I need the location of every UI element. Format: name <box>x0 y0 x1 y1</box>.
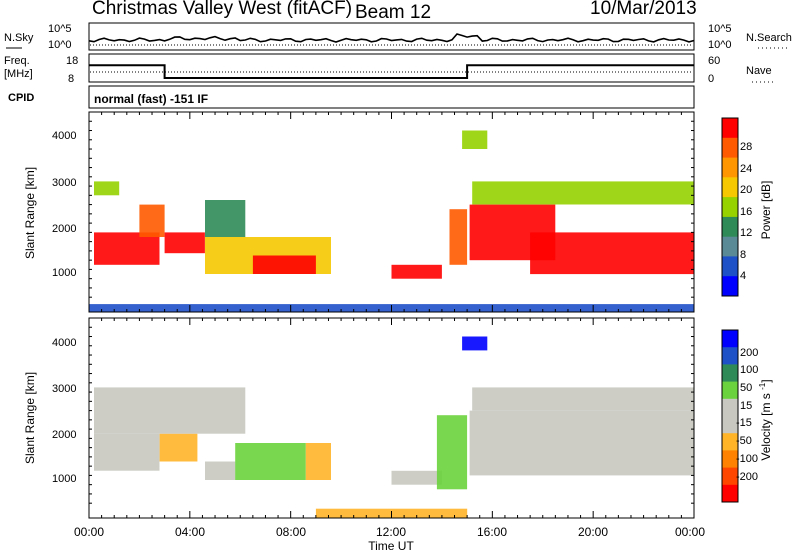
power-ytick-4000: 4000 <box>52 130 76 142</box>
velocity-cbar-tick-m200: -200 <box>736 471 758 483</box>
velocity-cbar-label: Velocity [m s -1] <box>758 379 773 460</box>
power-region-11 <box>530 232 694 274</box>
power-region-0 <box>94 232 160 264</box>
velocity-cbar-swatch-3 <box>722 382 738 400</box>
power-ytick-1000: 1000 <box>52 267 76 279</box>
power-region-6 <box>253 256 316 275</box>
xtick-00-end: 00:00 <box>675 525 705 539</box>
velocity-region-8 <box>462 337 487 351</box>
power-cbar-swatch-8 <box>722 276 738 296</box>
velocity-cbar-swatch-0 <box>722 330 738 348</box>
velocity-region-6 <box>392 471 442 485</box>
power-cbar-swatch-3 <box>722 177 738 197</box>
radar-summary-figure: Christmas Valley West (fitACF) Beam 12 1… <box>0 0 800 554</box>
velocity-cbar-swatch-1 <box>722 347 738 365</box>
power-region-12 <box>472 181 694 204</box>
nsky-trace <box>89 34 694 42</box>
beam-title: Beam 12 <box>355 2 431 23</box>
velocity-region-4 <box>235 443 306 480</box>
nsearch-label: N.Search <box>746 32 792 44</box>
velocity-ytick-1000: 1000 <box>52 473 76 485</box>
power-region-9 <box>462 131 487 150</box>
power-ytick-2000: 2000 <box>52 223 76 235</box>
velocity-ylabel: Slant Range [km] <box>23 372 37 464</box>
power-cbar-swatch-0 <box>722 118 738 138</box>
velocity-cbar-swatch-2 <box>722 364 738 382</box>
power-cbar-swatch-1 <box>722 138 738 158</box>
power-region-3 <box>205 200 245 237</box>
power-cbar-tick-4: 4 <box>740 270 746 282</box>
freq-units: [MHz] <box>4 68 33 80</box>
power-cbar-swatch-2 <box>722 158 738 178</box>
power-cbar-swatch-4 <box>722 197 738 217</box>
power-ytick-3000: 3000 <box>52 177 76 189</box>
velocity-cbar-swatch-4 <box>722 399 738 417</box>
velocity-data-layer <box>94 337 694 519</box>
power-colorbar <box>722 118 738 297</box>
power-axis-ticks <box>89 112 694 312</box>
power-region-2 <box>165 232 205 253</box>
cpid-text: normal (fast) -151 IF <box>94 92 208 106</box>
nsearch-tick-bottom: 10^0 <box>708 39 732 51</box>
power-ylabel: Slant Range [km] <box>23 167 37 259</box>
velocity-ytick-4000: 4000 <box>52 337 76 349</box>
xtick-20: 20:00 <box>578 525 608 539</box>
velocity-region-5 <box>306 443 331 480</box>
power-cbar-tick-12: 12 <box>740 227 752 239</box>
power-cbar-swatch-7 <box>722 256 738 276</box>
power-cbar-swatch-5 <box>722 217 738 237</box>
power-region-1 <box>139 205 164 237</box>
power-region-7 <box>392 265 442 279</box>
xtick-00-start: 00:00 <box>74 525 104 539</box>
station-title: Christmas Valley West (fitACF) <box>92 0 352 19</box>
nave-label: Nave <box>746 65 772 77</box>
x-axis-label: Time UT <box>368 539 414 553</box>
xtick-08: 08:00 <box>276 525 306 539</box>
velocity-ytick-2000: 2000 <box>52 429 76 441</box>
velocity-cbar-tick-m15: -15 <box>736 417 752 429</box>
velocity-region-7 <box>437 415 467 489</box>
xtick-16: 16:00 <box>477 525 507 539</box>
xtick-12: 12:00 <box>376 525 406 539</box>
nave-tick-top: 60 <box>708 55 720 67</box>
velocity-region-10 <box>472 387 694 410</box>
velocity-region-9 <box>470 411 694 476</box>
nsky-tick-bottom: 10^0 <box>48 39 72 51</box>
power-region-4 <box>94 181 119 195</box>
velocity-region-2 <box>94 387 245 433</box>
velocity-cbar-tick-100: 100 <box>740 364 758 376</box>
power-cbar-tick-24: 24 <box>740 163 752 175</box>
velocity-cbar-tick-15: 15 <box>740 400 752 412</box>
power-data-layer <box>89 131 694 313</box>
power-cbar-tick-16: 16 <box>740 206 752 218</box>
power-cbar-label: Power [dB] <box>759 181 773 240</box>
velocity-region-0 <box>94 434 160 471</box>
power-cbar-tick-8: 8 <box>740 249 746 261</box>
velocity-cbar-tick-200: 200 <box>740 347 758 359</box>
power-cbar-tick-28: 28 <box>740 141 752 153</box>
nsearch-tick-top: 10^5 <box>708 23 732 35</box>
velocity-cbar-tick-m50: -50 <box>736 435 752 447</box>
nsky-tick-top: 10^5 <box>48 23 72 35</box>
freq-label: Freq. <box>4 55 30 67</box>
nsky-label: N.Sky <box>4 32 34 44</box>
velocity-cbar-swatch-9 <box>722 485 738 503</box>
power-cbar-tick-20: 20 <box>740 184 752 196</box>
xtick-04: 04:00 <box>175 525 205 539</box>
velocity-ytick-3000: 3000 <box>52 383 76 395</box>
power-cbar-swatch-6 <box>722 237 738 257</box>
freq-tick-top: 18 <box>66 55 78 67</box>
velocity-cbar-tick-m100: -100 <box>736 453 758 465</box>
cpid-label: CPID <box>8 92 34 104</box>
velocity-region-3 <box>205 462 235 481</box>
freq-tick-bottom: 8 <box>68 73 74 85</box>
nave-tick-bottom: 0 <box>708 73 714 85</box>
date-title: 10/Mar/2013 <box>590 0 697 19</box>
velocity-region-1 <box>160 434 198 462</box>
velocity-cbar-tick-50: 50 <box>740 382 752 394</box>
power-region-8 <box>450 209 468 265</box>
power-panel-frame <box>89 112 694 312</box>
